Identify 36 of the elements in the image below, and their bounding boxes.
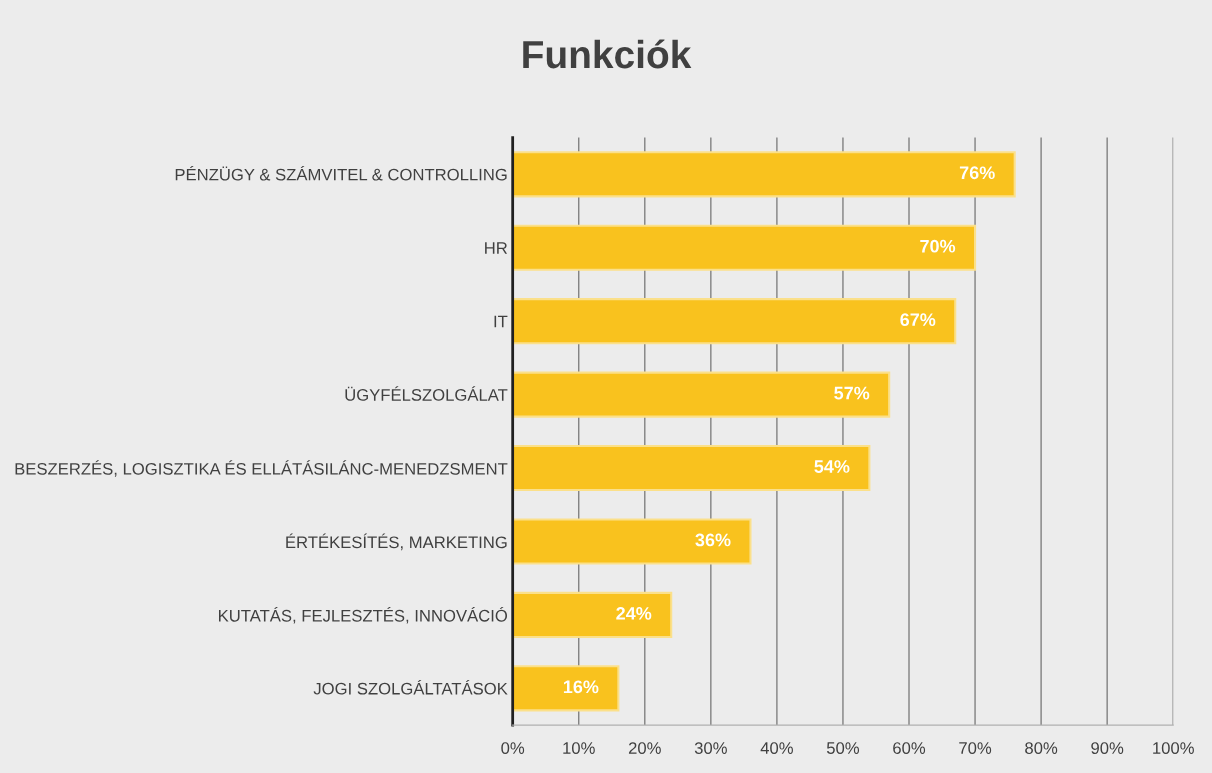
y-tick-label: IT (494, 315, 508, 328)
x-tick-label: 40% (760, 742, 793, 754)
x-tick-label: 60% (893, 742, 926, 754)
bar (512, 371, 891, 418)
y-tick-label: BESZERZÉS, LOGISZTIKA ÉS ELLÁTÁSILÁNC-MENEDZSMENT (15, 460, 508, 477)
x-tick-label: 80% (1025, 742, 1058, 754)
data-label: 16% (563, 680, 599, 694)
y-tick-label: HR (485, 242, 508, 254)
data-label: 70% (920, 239, 956, 253)
x-tick-label: 30% (694, 742, 727, 754)
bar (512, 224, 977, 271)
bar (512, 518, 752, 565)
bar (512, 665, 620, 712)
data-label: 76% (959, 166, 995, 180)
data-label: 57% (834, 386, 870, 400)
bar (512, 151, 1016, 198)
data-label: 67% (900, 313, 936, 327)
data-label: 36% (695, 533, 731, 547)
x-tick-label: 10% (563, 742, 595, 754)
x-tick-label: 70% (959, 742, 992, 754)
y-tick-label: JOGI SZOLGÁLTATÁSOK (313, 679, 508, 695)
x-tick-label: 20% (628, 742, 661, 754)
x-tick-label: 100% (1153, 742, 1194, 754)
x-tick-label: 0% (501, 742, 525, 754)
data-label: 24% (616, 606, 652, 620)
y-tick-label: KUTATÁS, FEJLESZTÉS, INNOVÁCIÓ (219, 607, 508, 624)
x-tick-label: 50% (826, 742, 860, 754)
data-label: 54% (814, 460, 850, 473)
y-tick-label: ÜGYFÉLSZOLGÁLAT (345, 386, 508, 401)
bar (512, 444, 871, 492)
x-tick-label: 90% (1091, 742, 1124, 754)
y-tick-label: PÉNZÜGY & SZÁMVITEL & CONTROLLING (175, 165, 507, 181)
bar (512, 591, 673, 638)
bar (512, 298, 957, 345)
y-tick-label: ÉRTÉKESÍTÉS, MARKETING (286, 533, 507, 551)
chart-title: Funkciók (523, 39, 692, 69)
